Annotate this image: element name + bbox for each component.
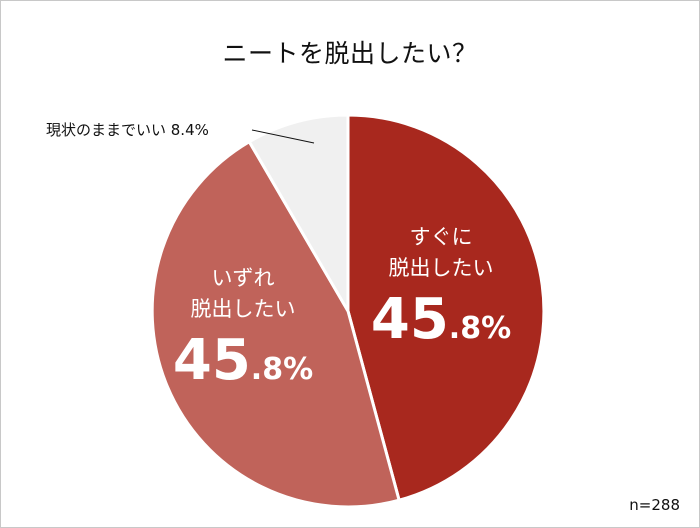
pie-slice-immediately xyxy=(346,113,546,502)
slice-label-immediately: すぐに 脱出したい 45.8% xyxy=(366,222,516,363)
sample-size: n=288 xyxy=(629,496,680,514)
slice-name-line2: 脱出したい xyxy=(388,256,494,280)
slice-percentage: 45.8% xyxy=(168,331,318,404)
slice-name-line1: いずれ xyxy=(211,266,275,290)
callout-status-quo-label: 現状のままでいい 8.4% xyxy=(46,121,209,139)
chart-title: ニートを脱出したい？ xyxy=(222,39,478,68)
slice-name-line1: すぐに xyxy=(409,225,473,249)
pct-integer: 45 xyxy=(370,287,449,352)
slice-percentage: 45.8% xyxy=(366,290,516,363)
pie-slice-status-quo xyxy=(247,113,350,313)
pct-decimal: .8% xyxy=(250,352,314,387)
slice-label-eventually: いずれ 脱出したい 45.8% xyxy=(168,263,318,404)
pct-decimal: .8% xyxy=(448,311,512,346)
slice-name-line2: 脱出したい xyxy=(190,297,296,321)
pie-slice-eventually xyxy=(150,140,401,509)
pct-integer: 45 xyxy=(172,328,251,393)
callout-leader-line xyxy=(251,129,315,144)
